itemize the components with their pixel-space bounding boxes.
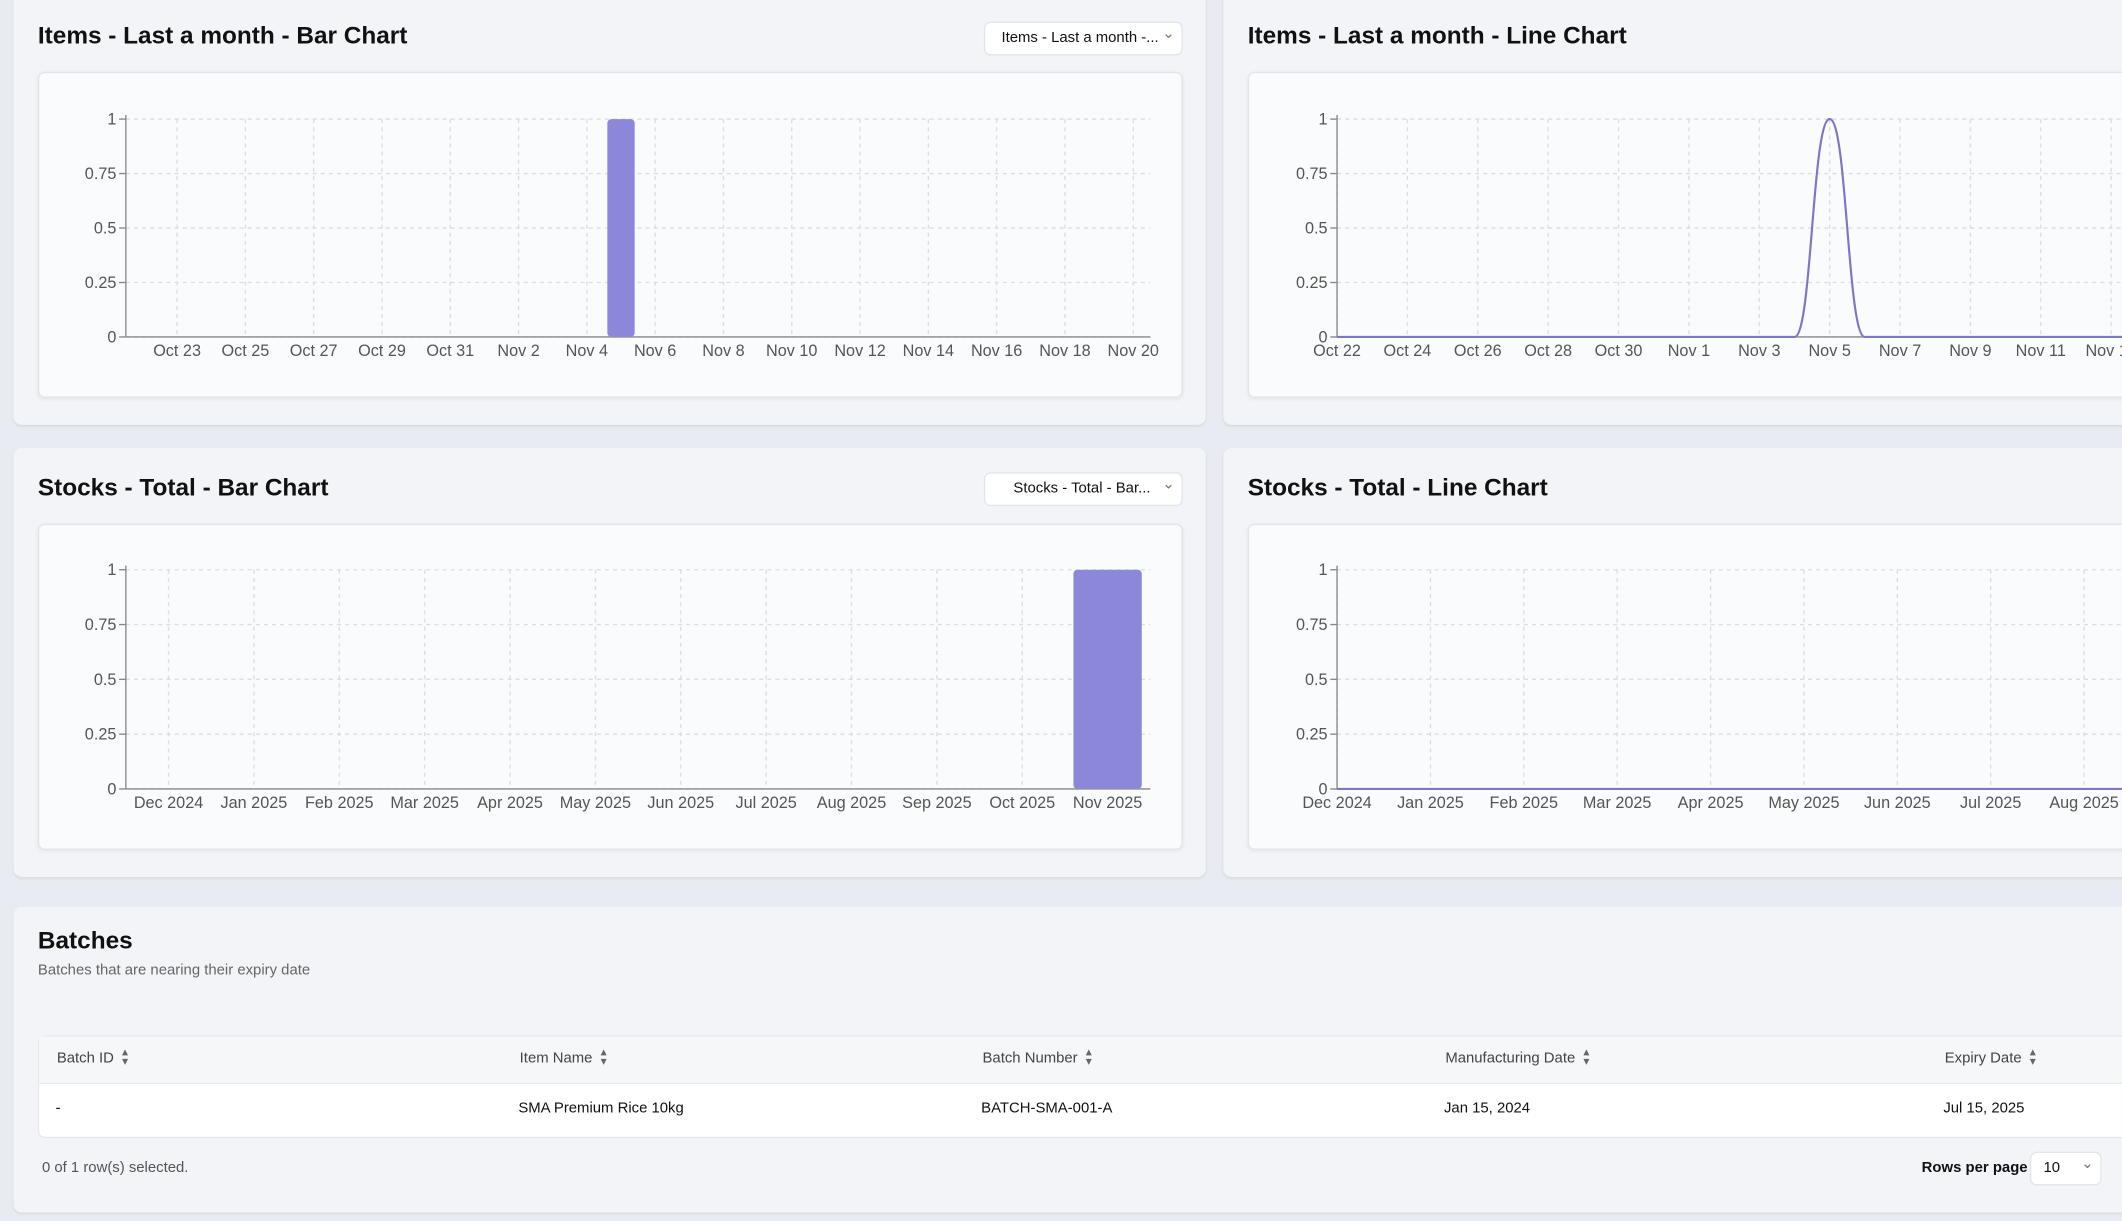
x-tick-label: Nov 2 — [497, 342, 539, 360]
rows-per-page-label: Rows per page — [1922, 1160, 2028, 1176]
table-title: Batches — [38, 927, 133, 955]
x-tick-label: Nov 18 — [1039, 342, 1090, 360]
x-tick-label: Oct 31 — [426, 342, 474, 360]
x-tick-label: Oct 30 — [1595, 342, 1643, 360]
table-cell: BATCH-SMA-001-A — [981, 1100, 1112, 1116]
x-tick-label: Oct 26 — [1454, 342, 1502, 360]
x-tick-label: Jun 2025 — [1864, 794, 1931, 812]
x-tick-label: Aug 2025 — [2049, 794, 2118, 812]
y-tick-label: 0.75 — [85, 165, 117, 183]
selection-info: 0 of 1 row(s) selected. — [42, 1160, 188, 1176]
sort-icon: ▴▾ — [601, 1047, 607, 1066]
y-tick-label: 0.25 — [1296, 274, 1328, 292]
x-tick-label: Oct 22 — [1313, 342, 1361, 360]
x-tick-label: Nov 12 — [834, 342, 885, 360]
rows-per-page-select[interactable]: 10 — [2030, 1152, 2102, 1186]
x-tick-label: Dec 2024 — [1302, 794, 1371, 812]
x-tick-label: Oct 23 — [153, 342, 201, 360]
y-tick-label: 0.25 — [85, 274, 117, 292]
y-tick-label: 1 — [107, 111, 116, 129]
x-tick-label: Oct 28 — [1524, 342, 1572, 360]
column-header[interactable]: Item Name▴▾ — [520, 1050, 593, 1066]
column-header[interactable]: Batch Number▴▾ — [982, 1050, 1077, 1066]
bar — [1073, 570, 1141, 789]
x-tick-label: Dec 2024 — [134, 794, 203, 812]
table-subtitle: Batches that are nearing their expiry da… — [38, 962, 310, 978]
x-tick-label: Oct 24 — [1384, 342, 1432, 360]
x-tick-label: Nov 20 — [1108, 342, 1159, 360]
y-tick-label: 0.25 — [1296, 726, 1328, 744]
x-tick-label: Jul 2025 — [735, 794, 796, 812]
x-tick-label: Nov 7 — [1879, 342, 1921, 360]
x-tick-label: Feb 2025 — [1490, 794, 1559, 812]
x-tick-label: Nov 16 — [971, 342, 1022, 360]
y-tick-label: 0.5 — [94, 219, 117, 237]
x-tick-label: Nov 1 — [1668, 342, 1710, 360]
x-tick-label: Nov 10 — [766, 342, 817, 360]
y-tick-label: 1 — [1319, 111, 1328, 129]
x-tick-label: Jan 2025 — [221, 794, 288, 812]
x-tick-label: Sep 2025 — [902, 794, 971, 812]
x-tick-label: Nov 11 — [2016, 342, 2066, 360]
table-header — [39, 1037, 2122, 1084]
x-tick-label: Jul 2025 — [1960, 794, 2021, 812]
sort-icon: ▴▾ — [122, 1047, 128, 1066]
x-tick-label: Nov 4 — [566, 342, 608, 360]
x-tick-label: Oct 27 — [290, 342, 338, 360]
table-cell: Jan 15, 2024 — [1444, 1100, 1530, 1116]
x-tick-label: Nov 3 — [1738, 342, 1780, 360]
y-tick-label: 0.5 — [94, 671, 117, 689]
sort-icon: ▴▾ — [1583, 1047, 1589, 1066]
x-tick-label: Nov 6 — [634, 342, 676, 360]
x-tick-label: Nov 5 — [1808, 342, 1850, 360]
charts: 0 0.25 0.5 0.75 1 Oct 23 Oct 25 Oct 27 Oct 29 Oct… — [0, 0, 2122, 893]
column-header[interactable]: Manufacturing Date▴▾ — [1445, 1050, 1575, 1066]
x-tick-label: May 2025 — [560, 794, 631, 812]
x-tick-label: Jun 2025 — [647, 794, 714, 812]
column-header[interactable]: Batch ID▴▾ — [57, 1050, 114, 1066]
x-tick-label: Nov 13 — [2085, 342, 2122, 360]
y-tick-label: 0.75 — [85, 616, 117, 634]
y-tick-label: 0.75 — [1296, 165, 1328, 183]
x-tick-label: Mar 2025 — [390, 794, 459, 812]
x-tick-label: Mar 2025 — [1583, 794, 1652, 812]
x-tick-label: Oct 29 — [358, 342, 406, 360]
x-tick-label: Apr 2025 — [1678, 794, 1744, 812]
y-tick-label: 0.5 — [1305, 671, 1328, 689]
column-header[interactable]: Expiry Date▴▾ — [1945, 1050, 2022, 1066]
y-tick-label: 0.5 — [1305, 219, 1328, 237]
x-tick-label: Apr 2025 — [477, 794, 543, 812]
sort-icon: ▴▾ — [2030, 1047, 2036, 1066]
y-tick-label: 0 — [107, 328, 116, 346]
sort-icon: ▴▾ — [1086, 1047, 1092, 1066]
x-tick-label: Nov 14 — [903, 342, 954, 360]
x-tick-label: Jan 2025 — [1397, 794, 1464, 812]
x-tick-label: Oct 2025 — [989, 794, 1055, 812]
x-tick-label: Nov 8 — [702, 342, 744, 360]
x-tick-label: Aug 2025 — [817, 794, 886, 812]
table-cell: SMA Premium Rice 10kg — [518, 1100, 683, 1116]
table-cell: Jul 15, 2025 — [1943, 1100, 2024, 1116]
y-tick-label: 1 — [1319, 561, 1328, 579]
y-tick-label: 1 — [107, 561, 116, 579]
table-cell: - — [55, 1100, 60, 1116]
y-tick-label: 0 — [107, 780, 116, 798]
table — [38, 1035, 2122, 1138]
x-tick-label: May 2025 — [1768, 794, 1839, 812]
y-tick-label: 0.75 — [1296, 616, 1328, 634]
x-tick-label: Nov 2025 — [1073, 794, 1142, 812]
x-tick-label: Nov 9 — [1949, 342, 1991, 360]
bar — [607, 119, 634, 337]
x-tick-label: Oct 25 — [221, 342, 269, 360]
y-tick-label: 0.25 — [85, 726, 117, 744]
x-tick-label: Feb 2025 — [305, 794, 374, 812]
